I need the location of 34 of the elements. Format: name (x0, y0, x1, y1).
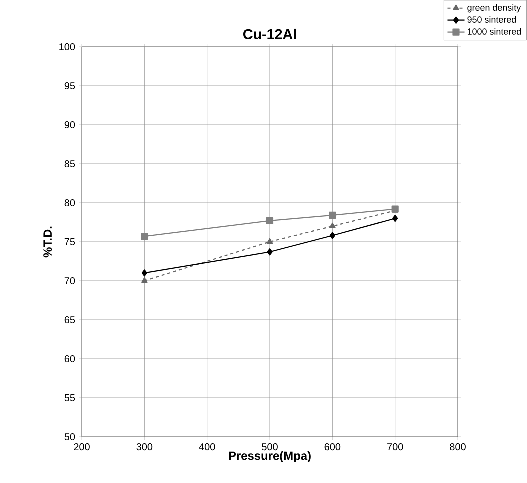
y-tick-label: 100 (60, 43, 76, 51)
legend-label: 950 sintered (468, 16, 516, 23)
y-tick-label: 95 (64, 82, 76, 90)
x-tick-label: 500 (262, 444, 278, 451)
point (267, 248, 273, 256)
point (141, 232, 148, 240)
legend-label: 1000 sintered (468, 28, 522, 35)
y-tick-label: 80 (64, 199, 76, 207)
y-tick-label: 50 (64, 433, 76, 441)
y-tick-label: 65 (64, 316, 76, 324)
point (392, 215, 398, 222)
x-tick-label: 400 (199, 444, 216, 451)
x-tick-label: 800 (450, 444, 466, 451)
point (142, 270, 148, 277)
x-tick-label: 600 (324, 444, 341, 451)
y-tick-label: 75 (64, 238, 76, 246)
chart-title: Cu-12Al (243, 28, 296, 40)
point (330, 232, 336, 240)
point (142, 277, 148, 284)
y-tick-label: 70 (64, 277, 76, 285)
legend-label: green density (468, 4, 522, 13)
point (266, 217, 274, 224)
y-tick-label: 85 (64, 160, 76, 168)
point (329, 212, 336, 220)
x-tick-label: 200 (74, 444, 90, 451)
point (266, 238, 274, 244)
y-tick-label: 55 (64, 394, 76, 402)
x-tick-label: 700 (388, 444, 404, 451)
x-tick-label: 300 (136, 444, 153, 451)
y-tick-label: 60 (64, 355, 76, 363)
y-tick-label: 90 (64, 121, 76, 129)
y-axis-title: %T.D. (44, 226, 52, 258)
x-axis-title: Pressure(Mpa) (229, 451, 311, 463)
point (330, 222, 336, 228)
